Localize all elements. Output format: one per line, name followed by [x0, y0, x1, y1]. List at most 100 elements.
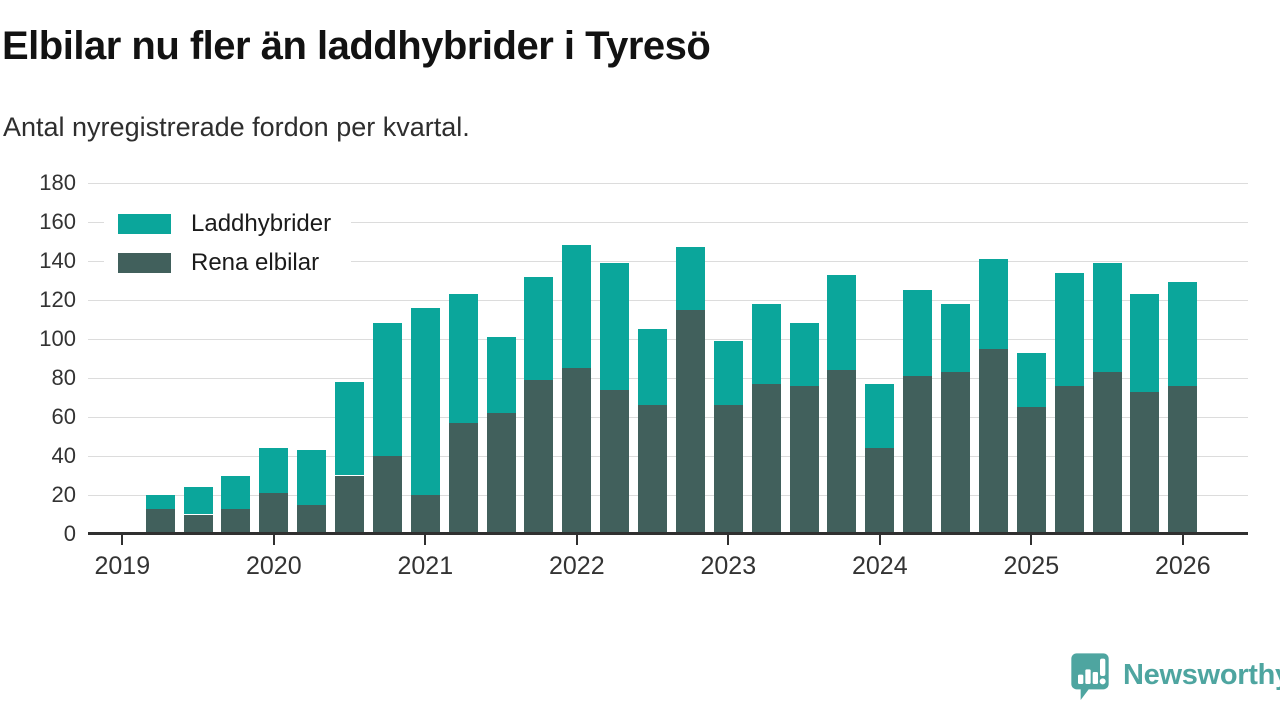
bar-segment-rena-elbilar: [372, 456, 402, 534]
bar-segment-laddhybrider: [335, 381, 365, 476]
x-axis-label-2019: 2019: [94, 552, 151, 580]
chart-subtitle: Antal nyregistrerade fordon per kvartal.: [3, 112, 470, 142]
legend-label-rena-elbilar: Rena elbilar: [191, 248, 320, 276]
bar-segment-laddhybrider: [1168, 282, 1198, 386]
bar-segment-laddhybrider: [638, 329, 668, 406]
x-axis-label-2021: 2021: [397, 552, 454, 580]
legend-label-laddhybrider: Laddhybrider: [191, 209, 332, 237]
x-axis-tick-2020: [272, 535, 275, 545]
bar-segment-rena-elbilar: [221, 508, 251, 534]
gridline-160: [88, 222, 1248, 223]
bar-segment-rena-elbilar: [486, 413, 516, 534]
bar-segment-rena-elbilar: [638, 405, 668, 534]
bar-segment-laddhybrider: [865, 383, 895, 449]
gridline-140: [88, 261, 1248, 262]
x-axis-label-2023: 2023: [700, 552, 757, 580]
gridline-20: [88, 495, 1248, 496]
bar-segment-rena-elbilar: [1130, 391, 1160, 534]
bar-segment-laddhybrider: [600, 262, 630, 390]
x-axis-label-2024: 2024: [851, 552, 908, 580]
gridline-100: [88, 339, 1248, 340]
bar-segment-rena-elbilar: [562, 368, 592, 534]
x-axis-line: [88, 532, 1248, 535]
bar-segment-laddhybrider: [903, 290, 933, 377]
bar-segment-rena-elbilar: [751, 383, 781, 534]
x-axis-tick-2024: [878, 535, 881, 545]
bar-segment-laddhybrider: [259, 448, 289, 494]
y-axis-label-100: 100: [39, 326, 76, 351]
y-axis-label-160: 160: [39, 209, 76, 234]
bar-segment-laddhybrider: [372, 323, 402, 456]
bar-segment-laddhybrider: [145, 495, 175, 509]
bar-segment-rena-elbilar: [978, 348, 1008, 534]
x-axis-label-2020: 2020: [245, 552, 302, 580]
y-axis-label-80: 80: [51, 365, 76, 390]
bar-segment-laddhybrider: [183, 487, 213, 515]
bar-segment-laddhybrider: [297, 450, 327, 505]
y-axis-label-40: 40: [51, 443, 76, 468]
legend: Laddhybrider Rena elbilar: [104, 199, 352, 287]
bar-segment-laddhybrider: [1130, 294, 1160, 392]
bar-segment-rena-elbilar: [259, 493, 289, 534]
x-axis-tick-2019: [121, 535, 124, 545]
bar-segment-laddhybrider: [713, 340, 743, 406]
legend-swatch-laddhybrider: [118, 213, 171, 234]
gridline-180: [88, 183, 1248, 184]
x-axis-tick-2025: [1030, 535, 1033, 545]
y-axis-label-140: 140: [39, 248, 76, 273]
bar-segment-rena-elbilar: [713, 405, 743, 534]
bar-segment-rena-elbilar: [297, 504, 327, 534]
bar-segment-laddhybrider: [827, 274, 857, 371]
x-axis-tick-2023: [727, 535, 730, 545]
bar-segment-laddhybrider: [789, 323, 819, 386]
y-axis-label-120: 120: [39, 287, 76, 312]
bar-segment-rena-elbilar: [903, 376, 933, 534]
gridline-60: [88, 417, 1248, 418]
bar-segment-rena-elbilar: [600, 389, 630, 534]
bar-segment-laddhybrider: [1092, 262, 1122, 373]
legend-swatch-rena-elbilar: [118, 252, 171, 273]
newsworthy-logo-text: Newsworthy: [1123, 659, 1280, 691]
bar-segment-laddhybrider: [675, 247, 705, 310]
bar-segment-laddhybrider: [410, 307, 440, 495]
bar-segment-rena-elbilar: [1054, 385, 1084, 534]
gridline-120: [88, 300, 1248, 301]
bar-segment-laddhybrider: [751, 303, 781, 384]
bar-segment-rena-elbilar: [941, 372, 971, 534]
x-axis-label-2026: 2026: [1154, 552, 1211, 580]
bar-segment-rena-elbilar: [145, 508, 175, 534]
y-axis-label-0: 0: [63, 521, 76, 546]
gridline-80: [88, 378, 1248, 379]
bar-segment-rena-elbilar: [448, 422, 478, 534]
bar-segment-rena-elbilar: [827, 370, 857, 534]
bar-segment-rena-elbilar: [1168, 385, 1198, 534]
legend-item-rena-elbilar: Rena elbilar: [118, 243, 331, 282]
bar-segment-laddhybrider: [448, 294, 478, 423]
bar-segment-rena-elbilar: [675, 309, 705, 534]
gridline-40: [88, 456, 1248, 457]
x-axis-tick-2026: [1181, 535, 1184, 545]
bar-segment-laddhybrider: [978, 259, 1008, 349]
bar-segment-laddhybrider: [941, 303, 971, 373]
x-axis-tick-2022: [575, 535, 578, 545]
bar-segment-rena-elbilar: [1092, 372, 1122, 534]
chart-title: Elbilar nu fler än laddhybrider i Tyresö: [2, 24, 711, 68]
bar-segment-rena-elbilar: [183, 514, 213, 534]
newsworthy-logo: Newsworthy: [1070, 652, 1280, 708]
bar-segment-laddhybrider: [486, 337, 516, 414]
newsworthy-logo-icon: [1071, 653, 1109, 700]
legend-item-laddhybrider: Laddhybrider: [118, 204, 331, 243]
bar-segment-laddhybrider: [562, 245, 592, 369]
bar-segment-laddhybrider: [1016, 352, 1046, 408]
y-axis-label-180: 180: [39, 170, 76, 195]
y-axis-label-20: 20: [51, 482, 76, 507]
x-axis-label-2022: 2022: [548, 552, 605, 580]
bar-segment-laddhybrider: [1054, 272, 1084, 386]
bar-segment-laddhybrider: [524, 276, 554, 380]
bar-segment-rena-elbilar: [335, 475, 365, 534]
y-axis-label-60: 60: [51, 404, 76, 429]
bar-segment-rena-elbilar: [789, 385, 819, 534]
stacked-bar-chart: 0 20 40 60 80 100 120 140 160 180 2019 2020 2021 2022…: [39, 170, 1248, 580]
bar-segment-rena-elbilar: [865, 448, 895, 534]
